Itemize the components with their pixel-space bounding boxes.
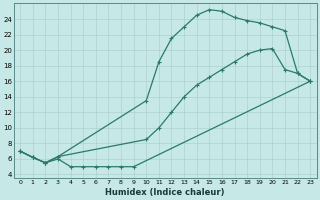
X-axis label: Humidex (Indice chaleur): Humidex (Indice chaleur) — [106, 188, 225, 197]
